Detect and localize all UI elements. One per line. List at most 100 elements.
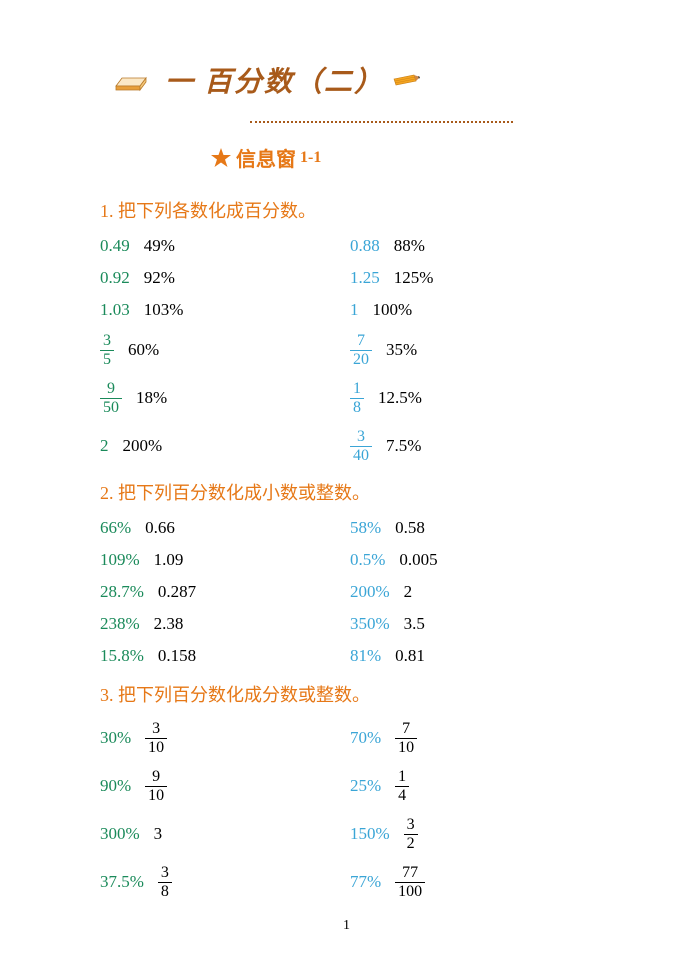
data-row: 109% 1.09	[100, 545, 350, 575]
title-underline	[250, 121, 513, 123]
answer-value: 0.66	[145, 518, 175, 538]
data-row: 0.4949%	[100, 231, 350, 261]
data-row: 2 200%	[100, 423, 350, 469]
answer-value: 0.005	[399, 550, 437, 570]
question-value: 70%	[350, 728, 381, 748]
answer-fraction: 710	[395, 721, 417, 756]
subtitle-num: 1-1	[300, 149, 321, 167]
col-right: 58%0.58 0.5% 0.005 200% 2 350% 3.5 81% 0.81	[350, 513, 600, 673]
subtitle-label: 信息窗	[236, 143, 296, 172]
section-title: 2. 把下列百分数化成小数或整数。	[100, 479, 603, 505]
col-left: 30% 310 90% 910300% 3 37.5% 38	[100, 715, 350, 907]
data-row: 35 60%	[100, 327, 350, 373]
answer-value: 88%	[394, 236, 425, 256]
data-row: 25% 14	[350, 763, 600, 809]
eraser-icon	[110, 68, 150, 92]
answer-value: 18%	[136, 388, 167, 408]
sections-container: 1. 把下列各数化成百分数。0.4949%0.9292%1.03103%3560…	[100, 197, 603, 907]
answer-value: 0.58	[395, 518, 425, 538]
question-value: 25%	[350, 776, 381, 796]
section-title: 1. 把下列各数化成百分数。	[100, 197, 603, 223]
answer-value: 0.158	[158, 646, 196, 666]
question-value: 37.5%	[100, 872, 144, 892]
question-value: 350%	[350, 614, 390, 634]
data-row: 720 35%	[350, 327, 600, 373]
question-value: 90%	[100, 776, 131, 796]
question-value: 300%	[100, 824, 140, 844]
section-title: 3. 把下列百分数化成分数或整数。	[100, 681, 603, 707]
data-row: 37.5% 38	[100, 859, 350, 905]
question-value: 77%	[350, 872, 381, 892]
question-value: 0.92	[100, 268, 130, 288]
data-row: 58%0.58	[350, 513, 600, 543]
data-row: 350% 3.5	[350, 609, 600, 639]
columns: 0.4949%0.9292%1.03103%3560%95018%2200%0.…	[100, 231, 603, 471]
page: 一 百分数（二） 信息窗 1-1 1. 把下列各数化成百分数。0.4949%0.…	[0, 0, 693, 937]
answer-fraction: 14	[395, 769, 409, 804]
data-row: 0.5% 0.005	[350, 545, 600, 575]
data-row: 238% 2.38	[100, 609, 350, 639]
answer-value: 1.09	[154, 550, 184, 570]
answer-value: 200%	[123, 436, 163, 456]
answer-value: 2.38	[154, 614, 184, 634]
columns: 66% 0.66109% 1.09 28.7% 0.287 238% 2.38 15.8% 0.…	[100, 513, 603, 673]
pencil-icon	[392, 73, 422, 91]
data-row: 90% 910	[100, 763, 350, 809]
answer-fraction: 310	[145, 721, 167, 756]
title-row: 一 百分数（二）	[100, 60, 603, 100]
data-row: 0.88 88%	[350, 231, 600, 261]
data-row: 28.7% 0.287	[100, 577, 350, 607]
answer-value: 3	[154, 824, 163, 844]
col-right: 0.8888%1.25125%1100%72035%1812.5%3407.5%	[350, 231, 600, 471]
question-fraction: 950	[100, 381, 122, 416]
question-value: 1.03	[100, 300, 130, 320]
answer-fraction: 910	[145, 769, 167, 804]
question-value: 30%	[100, 728, 131, 748]
answer-fraction: 38	[158, 865, 172, 900]
col-left: 66% 0.66109% 1.09 28.7% 0.287 238% 2.38 15.8% 0.…	[100, 513, 350, 673]
question-value: 2	[100, 436, 109, 456]
data-row: 1812.5%	[350, 375, 600, 421]
question-value: 150%	[350, 824, 390, 844]
data-row: 1100%	[350, 295, 600, 325]
data-row: 66% 0.66	[100, 513, 350, 543]
col-right: 70% 710 25% 14150% 32 77% 77100	[350, 715, 600, 907]
question-value: 0.49	[100, 236, 130, 256]
answer-value: 35%	[386, 340, 417, 360]
answer-value: 2	[404, 582, 413, 602]
answer-value: 7.5%	[386, 436, 421, 456]
answer-value: 0.287	[158, 582, 196, 602]
data-row: 0.92 92%	[100, 263, 350, 293]
question-value: 200%	[350, 582, 390, 602]
data-row: 1.25125%	[350, 263, 600, 293]
question-value: 238%	[100, 614, 140, 634]
data-row: 200% 2	[350, 577, 600, 607]
question-fraction: 35	[100, 333, 114, 368]
page-title: 一 百分数（二）	[165, 60, 384, 100]
data-row: 70% 710	[350, 715, 600, 761]
data-row: 950 18%	[100, 375, 350, 421]
data-row: 81% 0.81	[350, 641, 600, 671]
answer-value: 3.5	[404, 614, 425, 634]
data-row: 77% 77100	[350, 859, 600, 905]
answer-value: 0.81	[395, 646, 425, 666]
star-icon	[210, 147, 232, 169]
data-row: 150% 32	[350, 811, 600, 857]
question-value: 109%	[100, 550, 140, 570]
answer-fraction: 32	[404, 817, 418, 852]
question-value: 28.7%	[100, 582, 144, 602]
question-value: 81%	[350, 646, 381, 666]
question-value: 0.5%	[350, 550, 385, 570]
answer-value: 60%	[128, 340, 159, 360]
answer-value: 92%	[144, 268, 175, 288]
answer-fraction: 77100	[395, 865, 425, 900]
question-fraction: 720	[350, 333, 372, 368]
answer-value: 100%	[373, 300, 413, 320]
data-row: 300% 3	[100, 811, 350, 857]
question-value: 66%	[100, 518, 131, 538]
col-left: 0.4949%0.9292%1.03103%3560%95018%2200%	[100, 231, 350, 471]
question-value: 15.8%	[100, 646, 144, 666]
question-fraction: 18	[350, 381, 364, 416]
question-value: 0.88	[350, 236, 380, 256]
subtitle-row: 信息窗 1-1	[210, 143, 603, 172]
